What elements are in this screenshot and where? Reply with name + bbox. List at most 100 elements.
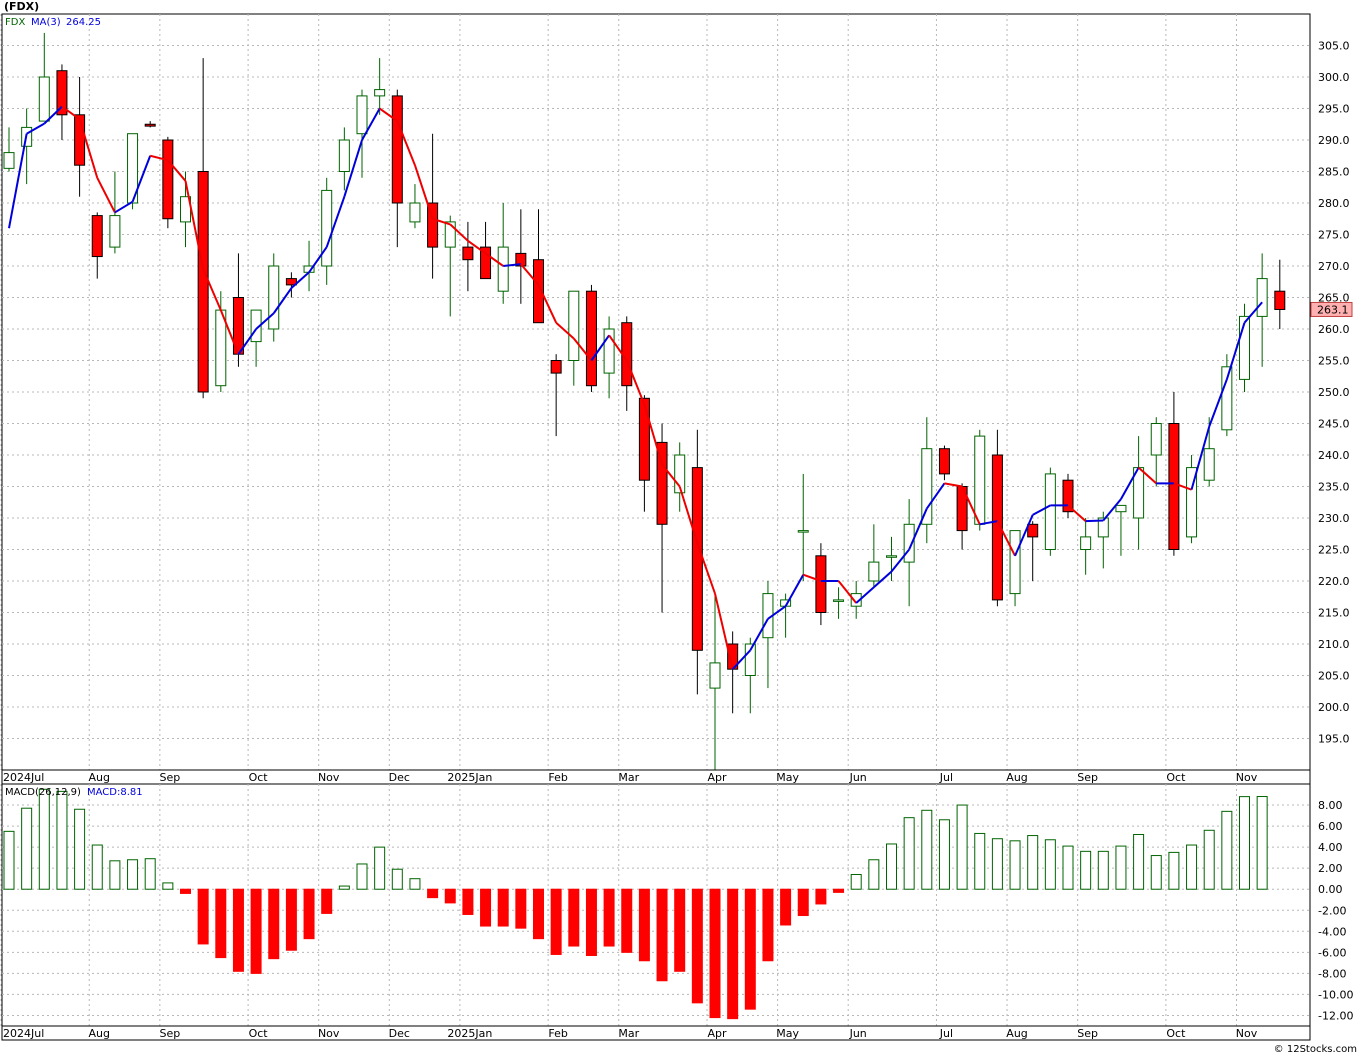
ma3-segment bbox=[1102, 498, 1122, 522]
watermark: © 12Stocks.com bbox=[1274, 1044, 1357, 1055]
candle-body-down bbox=[162, 139, 174, 220]
ma3-segment bbox=[449, 223, 469, 242]
ma3-segment bbox=[43, 105, 63, 125]
macd-bar-positive bbox=[1221, 810, 1233, 890]
macd-x-tick-label: Oct bbox=[249, 1027, 269, 1040]
ma3-segment bbox=[61, 105, 81, 121]
macd-bar-positive bbox=[868, 859, 880, 890]
price-x-tick-label: 2025Jan bbox=[447, 771, 492, 784]
price-grid bbox=[0, 14, 1310, 770]
candle-body-up bbox=[709, 662, 721, 689]
ma3-line bbox=[8, 105, 1263, 670]
price-x-tick-label: Nov bbox=[1236, 771, 1258, 784]
macd-bar-negative bbox=[744, 888, 756, 1010]
ma3-segment bbox=[925, 482, 946, 510]
macd-bar-positive bbox=[74, 808, 86, 890]
macd-bar-positive bbox=[1186, 844, 1198, 890]
ma3-segment bbox=[908, 508, 928, 550]
candle-body-up bbox=[127, 133, 139, 204]
macd-bar-positive bbox=[956, 804, 968, 890]
candle-body-up bbox=[744, 643, 756, 676]
macd-bar-positive bbox=[356, 863, 368, 890]
macd-y-axis: -12.00 -10.00 -8.00 -6.00 -4.00 -2.00 0.00 2.00… bbox=[1318, 799, 1353, 1022]
macd-bar-positive bbox=[991, 838, 1003, 890]
ma3-segment bbox=[643, 404, 664, 465]
macd-bar-positive bbox=[1009, 840, 1021, 890]
macd-bar-positive bbox=[21, 807, 33, 890]
candle-body-down bbox=[144, 123, 156, 127]
macd-bar-positive bbox=[938, 819, 950, 890]
macd-bar-positive bbox=[1062, 845, 1074, 890]
macd-x-tick-label: Jul bbox=[939, 1027, 953, 1040]
macd-bar-negative bbox=[833, 888, 845, 893]
candle-body-down bbox=[1274, 290, 1286, 310]
ma3-segment bbox=[714, 593, 734, 670]
ma3-segment bbox=[661, 463, 681, 488]
ma3-segment bbox=[1120, 467, 1140, 500]
macd-x-tick-label: Oct bbox=[1166, 1027, 1186, 1040]
candle-body-up bbox=[1115, 504, 1127, 513]
macd-bar-positive bbox=[921, 809, 933, 890]
macd-bar-negative bbox=[480, 888, 492, 927]
macd-bar-negative bbox=[638, 888, 650, 962]
macd-bar-positive bbox=[56, 790, 68, 890]
candle-body-up bbox=[568, 290, 580, 362]
macd-bar-positive bbox=[144, 858, 156, 890]
ma3-segment bbox=[996, 520, 1016, 557]
candle-body-up bbox=[921, 448, 933, 525]
candle-body-up bbox=[338, 139, 350, 172]
macd-bar-negative bbox=[303, 888, 315, 940]
price-x-tick-label: Feb bbox=[548, 771, 567, 784]
macd-x-tick-label: Apr bbox=[707, 1027, 727, 1040]
macd-bar-negative bbox=[515, 888, 527, 929]
candle-body-up bbox=[409, 202, 421, 223]
price-y-axis: 195.0 200.0 205.0 210.0 215.0 220.0 225.0 230.0… bbox=[1318, 40, 1350, 746]
candle-body-up bbox=[603, 328, 615, 374]
candle-body-down bbox=[1062, 479, 1074, 513]
ma3-segment bbox=[1173, 482, 1192, 491]
ma3-segment bbox=[237, 328, 257, 355]
legend-ma-label: MA(3) bbox=[31, 17, 61, 28]
macd-bar-negative bbox=[568, 888, 580, 947]
candle-body-down bbox=[938, 448, 950, 475]
macd-legend-label: MACD(26,12,9) bbox=[5, 787, 81, 798]
macd-bar-positive bbox=[162, 882, 174, 890]
candle-body-up bbox=[321, 189, 333, 267]
macd-tick-label: 6.00 bbox=[1318, 820, 1343, 833]
price-tick-label: 250.0 bbox=[1318, 386, 1350, 399]
ma3-segment bbox=[1137, 466, 1157, 485]
macd-x-tick-label: Dec bbox=[389, 1027, 410, 1040]
price-x-tick-label: Dec bbox=[389, 771, 410, 784]
price-tick-label: 260.0 bbox=[1318, 323, 1350, 336]
price-x-tick-label: Mar bbox=[618, 771, 639, 784]
candle-body-down bbox=[391, 95, 403, 204]
ma3-segment bbox=[396, 120, 416, 166]
macd-bar-negative bbox=[444, 888, 456, 904]
price-tick-label: 235.0 bbox=[1318, 481, 1350, 494]
macd-bar-positive bbox=[3, 830, 15, 890]
legend-symbol: FDX bbox=[5, 17, 25, 28]
ma3-segment bbox=[290, 271, 310, 289]
candle-body-up bbox=[444, 221, 456, 248]
macd-bar-negative bbox=[797, 888, 809, 917]
price-x-tick-label: Apr bbox=[707, 771, 727, 784]
candle-body-up bbox=[374, 89, 386, 97]
macd-bar-negative bbox=[674, 888, 686, 972]
ma3-segment bbox=[1067, 504, 1087, 522]
macd-tick-label: -12.00 bbox=[1318, 1009, 1353, 1022]
macd-bar-negative bbox=[709, 888, 721, 1019]
candle-body-down bbox=[991, 454, 1003, 601]
price-tick-label: 225.0 bbox=[1318, 544, 1350, 557]
price-tick-label: 280.0 bbox=[1318, 197, 1350, 210]
candle-body-up bbox=[1080, 536, 1092, 551]
ma3-segment bbox=[696, 542, 716, 594]
macd-bar-negative bbox=[585, 888, 597, 957]
ma3-segment bbox=[131, 155, 152, 203]
ma3-segment bbox=[484, 252, 504, 267]
price-tick-label: 300.0 bbox=[1318, 71, 1350, 84]
macd-bar-positive bbox=[391, 868, 403, 890]
ma3-segment bbox=[1225, 322, 1246, 380]
price-x-axis: 2024Jul Aug Sep Oct Nov Dec 2025Jan Feb Mar Apr Ma… bbox=[3, 771, 1258, 784]
macd-tick-label: 0.00 bbox=[1318, 883, 1343, 896]
